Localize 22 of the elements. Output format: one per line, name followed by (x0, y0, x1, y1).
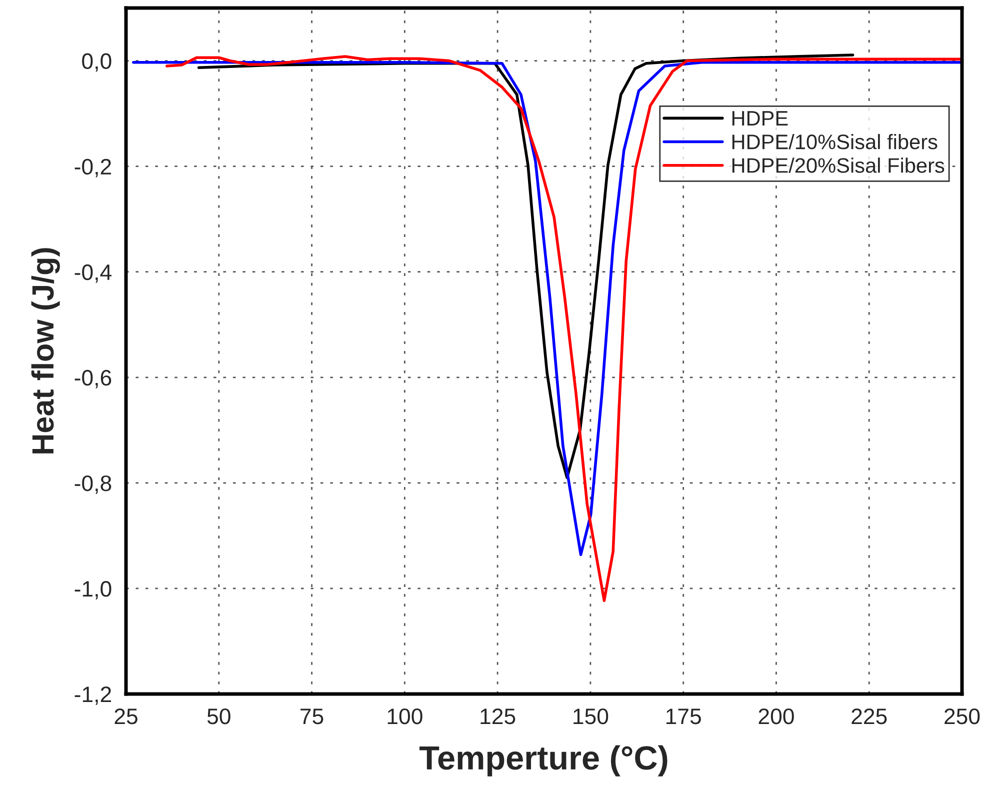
y-tick-label: -0,2 (74, 158, 111, 178)
x-tick-label: 175 (666, 708, 701, 724)
x-tick-label: 100 (388, 708, 422, 724)
x-tick-label: 150 (574, 708, 608, 724)
x-tick-label: 75 (300, 708, 324, 724)
y-tick-label: 0,0 (82, 53, 112, 72)
legend-label: HDPE (732, 111, 788, 126)
x-tick-label: 250 (944, 708, 980, 724)
y-tick-label: -1,2 (74, 686, 111, 705)
y-tick-label: -0,6 (74, 370, 112, 388)
legend-label: HDPE/10%Sisal fibers (732, 134, 938, 150)
x-tick-label: 125 (480, 708, 516, 724)
y-axis-title: Heat flow (J/g) (31, 248, 60, 454)
y-tick-label: -0,8 (74, 475, 112, 494)
y-tick-label: -1,0 (74, 580, 112, 600)
x-axis-title: Temperture (°C) (419, 745, 668, 776)
x-tick-label: 225 (852, 708, 887, 724)
x-tick-label: 200 (758, 708, 794, 724)
y-tick-label: -0,4 (74, 264, 112, 283)
legend-label: HDPE/20%Sisal Fibers (732, 158, 944, 173)
x-tick-label: 25 (114, 708, 138, 724)
x-tick-label: 50 (207, 708, 230, 724)
